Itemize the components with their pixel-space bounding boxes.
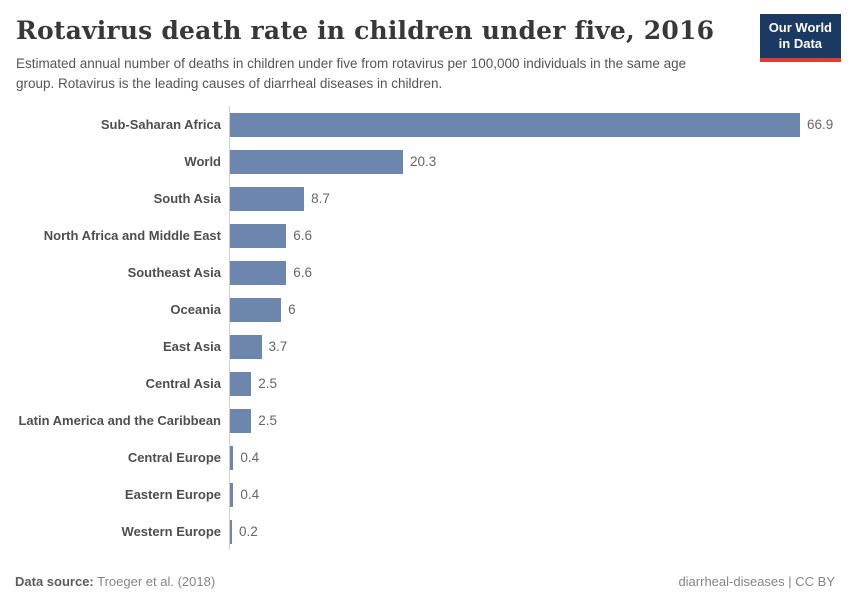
- data-source-label: Data source:: [15, 574, 94, 589]
- bar-chart: Sub-Saharan Africa 66.9 World 20.3 South Asi…: [15, 106, 835, 550]
- chart-row: World 20.3: [15, 143, 835, 180]
- value-label: 3.7: [268, 339, 288, 354]
- category-label: East Asia: [162, 339, 221, 354]
- chart-row: Western Europe 0.2: [15, 513, 835, 550]
- category-label: Oceania: [170, 302, 221, 317]
- bar-area: 3.7: [229, 328, 835, 365]
- value-label: 2.5: [258, 376, 278, 391]
- bar-area: 0.4: [229, 439, 835, 476]
- chart-header: Rotavirus death rate in children under f…: [16, 16, 740, 93]
- value-label: 0.4: [240, 450, 260, 465]
- chart-row: Central Asia 2.5: [15, 365, 835, 402]
- bar: [230, 371, 252, 396]
- value-label: 0.2: [239, 524, 258, 539]
- bar: [230, 482, 234, 507]
- chart-row: East Asia 3.7: [15, 328, 835, 365]
- category-label: South Asia: [153, 191, 221, 206]
- category-label: North Africa and Middle East: [43, 228, 221, 243]
- chart-row: North Africa and Middle East 6.6: [15, 217, 835, 254]
- bar: [230, 297, 282, 322]
- value-label: 2.5: [258, 413, 278, 428]
- category-label: Western Europe: [121, 524, 221, 539]
- value-label: 6.6: [293, 228, 312, 243]
- chart-row: Oceania 6: [15, 291, 835, 328]
- chart-row: Central Europe 0.4: [15, 439, 835, 476]
- value-label: 6.6: [293, 265, 312, 280]
- value-label: 20.3: [409, 154, 437, 169]
- bar-area: 8.7: [229, 180, 835, 217]
- chart-row: Eastern Europe 0.4: [15, 476, 835, 513]
- chart-row: Sub-Saharan Africa 66.9: [15, 106, 835, 143]
- category-label: Sub-Saharan Africa: [100, 117, 221, 132]
- chart-row: Southeast Asia 6.6: [15, 254, 835, 291]
- chart-row: South Asia 8.7: [15, 180, 835, 217]
- bar-area: 0.2: [229, 513, 835, 550]
- owid-logo-line1: Our World: [768, 20, 832, 35]
- category-label: Eastern Europe: [124, 487, 221, 502]
- bar: [230, 519, 232, 544]
- bar: [230, 445, 234, 470]
- category-label: World: [184, 154, 221, 169]
- value-label: 8.7: [311, 191, 330, 206]
- category-label: Central Asia: [145, 376, 221, 391]
- bar: [230, 186, 305, 211]
- bar: [230, 223, 287, 248]
- page-title: Rotavirus death rate in children under f…: [16, 16, 715, 45]
- data-source-value: Troeger et al. (2018): [93, 574, 216, 589]
- category-label: Latin America and the Caribbean: [18, 413, 221, 428]
- bar-area: 66.9: [229, 106, 835, 143]
- owid-logo-line2: in Data: [778, 36, 823, 52]
- chart-footer: Data source: Troeger et al. (2018) diarr…: [15, 574, 835, 589]
- chart-row: Latin America and the Caribbean 2.5: [15, 402, 835, 439]
- bar-area: 2.5: [229, 402, 835, 439]
- bar-area: 2.5: [229, 365, 835, 402]
- category-label: Central Europe: [127, 450, 221, 465]
- value-label: 6: [288, 302, 296, 317]
- bar: [230, 260, 287, 285]
- bar: [230, 408, 252, 433]
- bar: [230, 334, 262, 359]
- category-label: Southeast Asia: [127, 265, 221, 280]
- value-label: 0.4: [240, 487, 260, 502]
- value-label: 66.9: [807, 117, 834, 132]
- bar-area: 20.3: [229, 143, 835, 180]
- bar-area: 6.6: [229, 217, 835, 254]
- bar-area: 6.6: [229, 254, 835, 291]
- page-subtitle: Estimated annual number of deaths in chi…: [16, 56, 687, 91]
- bar: [230, 149, 403, 174]
- bar-area: 0.4: [229, 476, 835, 513]
- data-source: Data source: Troeger et al. (2018): [15, 574, 215, 589]
- bar: [230, 112, 800, 137]
- bar-area: 6: [229, 291, 835, 328]
- owid-logo: Our World in Data: [759, 14, 841, 62]
- license-note: diarrheal-diseases | CC BY: [678, 574, 835, 589]
